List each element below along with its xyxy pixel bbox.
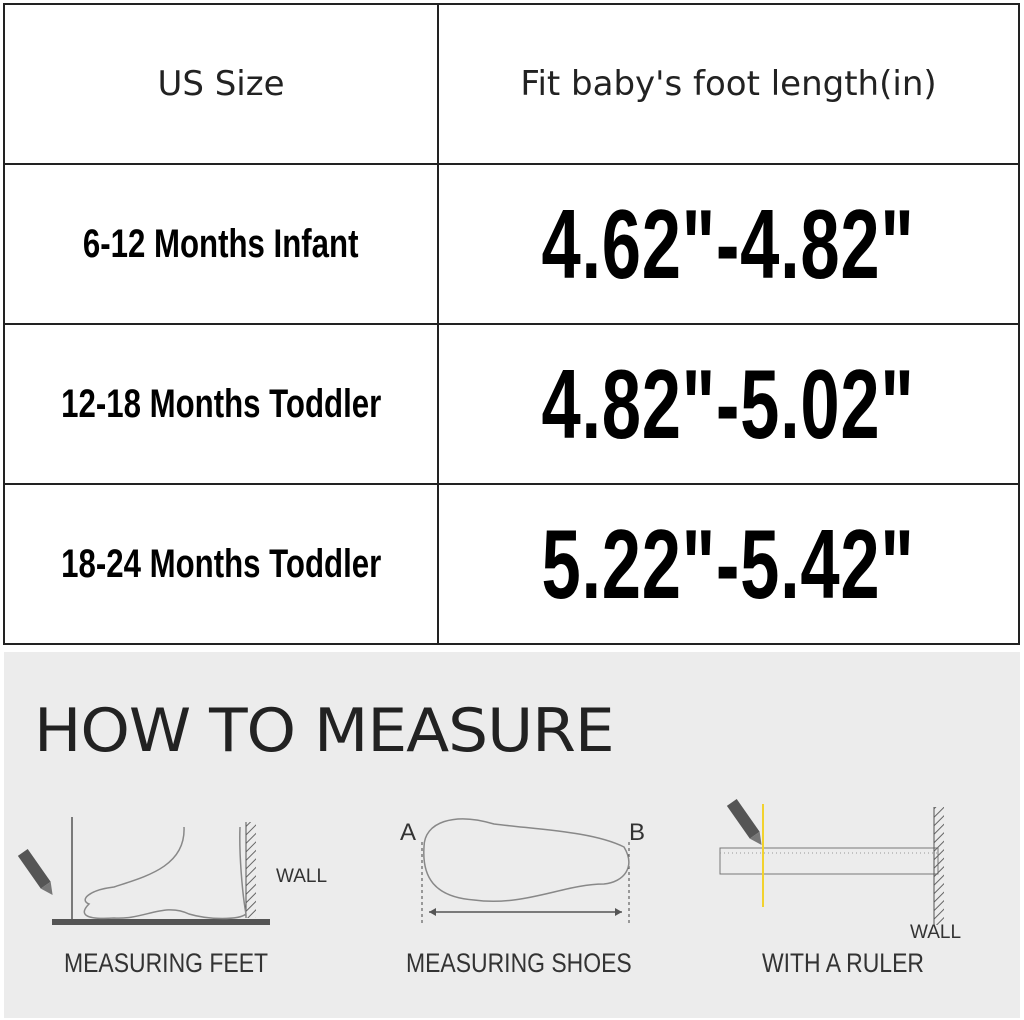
- length-cell: 5.22"-5.42": [437, 483, 1020, 645]
- length-value: 5.22"-5.42": [541, 508, 915, 619]
- size-label: 18-24 Months Toddler: [60, 541, 382, 586]
- pencil-icon: [726, 798, 762, 846]
- measure-illustrations: A B: [17, 798, 944, 925]
- header-label: Fit baby's foot length(in): [520, 64, 937, 104]
- measuring-shoes-illustration: A B: [400, 818, 645, 925]
- ruler-illustration: [719, 798, 944, 925]
- table-header-row: US Size Fit baby's foot length(in): [3, 3, 1020, 165]
- length-value: 4.82"-5.02": [541, 348, 915, 459]
- size-cell: 6-12 Months Infant: [3, 163, 439, 325]
- wall-label: WALL: [910, 922, 962, 943]
- caption-measuring-shoes: MEASURING SHOES: [406, 948, 632, 978]
- length-value: 4.62"-4.82": [541, 188, 915, 299]
- size-chart-table: US Size Fit baby's foot length(in) 6-12 …: [3, 3, 1020, 645]
- table-row: 6-12 Months Infant 4.62"-4.82": [3, 163, 1020, 325]
- pencil-icon: [17, 848, 53, 896]
- header-foot-length: Fit baby's foot length(in): [437, 3, 1020, 165]
- label-b: B: [629, 819, 645, 846]
- length-cell: 4.82"-5.02": [437, 323, 1020, 485]
- table-row: 18-24 Months Toddler 5.22"-5.42": [3, 483, 1020, 645]
- size-label: 12-18 Months Toddler: [60, 381, 382, 426]
- how-to-measure-title: HOW TO MEASURE: [34, 696, 615, 766]
- size-label: 6-12 Months Infant: [83, 221, 359, 266]
- length-cell: 4.62"-4.82": [437, 163, 1020, 325]
- table-row: 12-18 Months Toddler 4.82"-5.02": [3, 323, 1020, 485]
- measuring-feet-illustration: [17, 817, 270, 925]
- header-us-size: US Size: [3, 3, 439, 165]
- label-a: A: [400, 819, 416, 846]
- caption-with-ruler: WITH A RULER: [762, 948, 924, 978]
- caption-measuring-feet: MEASURING FEET: [64, 948, 269, 978]
- how-to-measure-panel: HOW TO MEASURE A B: [4, 652, 1020, 1018]
- size-cell: 18-24 Months Toddler: [3, 483, 439, 645]
- size-cell: 12-18 Months Toddler: [3, 323, 439, 485]
- wall-label: WALL: [276, 866, 328, 887]
- header-label: US Size: [157, 64, 285, 104]
